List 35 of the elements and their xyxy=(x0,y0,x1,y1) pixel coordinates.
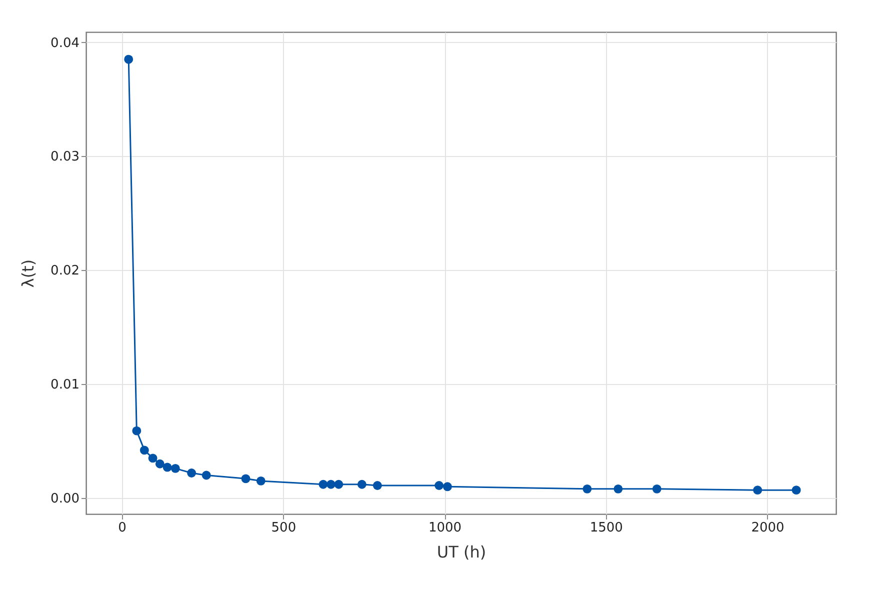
x-tick-label: 1000 xyxy=(428,520,462,536)
point xyxy=(124,54,134,64)
point xyxy=(334,480,344,489)
y-tick-label: 0.00 xyxy=(50,492,80,507)
x-tick-label: 2000 xyxy=(751,520,784,536)
point xyxy=(357,480,366,489)
y-axis-title: λ(t) xyxy=(18,259,38,288)
point xyxy=(753,486,762,495)
point xyxy=(326,480,336,489)
point xyxy=(140,446,149,455)
y-tick-label: 0.02 xyxy=(50,264,80,279)
point xyxy=(442,482,452,492)
point xyxy=(155,459,164,468)
point xyxy=(652,484,662,494)
point xyxy=(162,462,172,472)
point xyxy=(132,426,142,436)
point xyxy=(792,486,801,495)
y-tick-label: 0.04 xyxy=(50,36,80,51)
y-tick-label: 0.01 xyxy=(50,378,80,393)
point xyxy=(614,484,623,494)
point xyxy=(256,476,266,486)
point xyxy=(187,468,196,478)
x-axis-title: UT (h) xyxy=(436,542,486,562)
point xyxy=(202,470,211,480)
point xyxy=(372,481,382,490)
point xyxy=(318,480,328,489)
point xyxy=(170,464,180,473)
point xyxy=(241,474,250,484)
x-tick-label: 1500 xyxy=(590,520,623,536)
y-tick-label: 0.03 xyxy=(50,150,80,165)
x-tick-label: 500 xyxy=(271,520,296,536)
point xyxy=(434,481,444,490)
x-tick-label: 0 xyxy=(118,520,126,536)
point xyxy=(582,484,592,494)
point xyxy=(148,454,158,463)
